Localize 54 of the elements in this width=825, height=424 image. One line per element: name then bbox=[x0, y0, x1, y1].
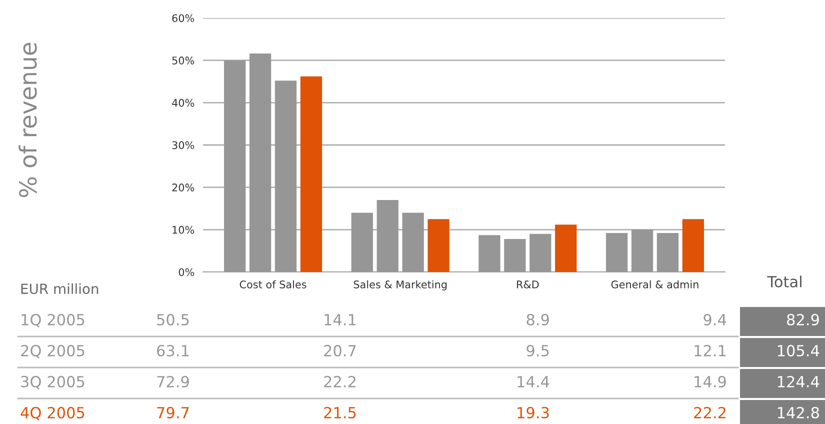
text: 9.5 bbox=[526, 344, 549, 356]
text: 105.4 bbox=[778, 344, 820, 356]
text: 63.1 bbox=[157, 344, 189, 356]
text: 4Q 2005 bbox=[20, 406, 84, 420]
text: 50.5 bbox=[157, 314, 189, 326]
text: 3Q 2005 bbox=[21, 376, 84, 390]
bar bbox=[402, 212, 424, 272]
text: 14.1 bbox=[324, 314, 356, 326]
text: 124.4 bbox=[778, 376, 820, 388]
x-tick-label: R&D bbox=[516, 280, 539, 288]
bar bbox=[224, 60, 246, 272]
y-tick-label: 0% bbox=[178, 268, 194, 276]
y-tick-label: 10% bbox=[172, 226, 194, 234]
text: 19.3 bbox=[518, 406, 549, 418]
bar bbox=[249, 54, 272, 272]
text: 2Q 2005 bbox=[21, 344, 84, 358]
bar bbox=[530, 234, 552, 272]
bar bbox=[504, 238, 526, 272]
text: Total bbox=[767, 276, 802, 288]
bar bbox=[555, 224, 577, 272]
bar bbox=[274, 80, 297, 272]
text: 14.4 bbox=[518, 376, 550, 388]
bar bbox=[631, 230, 654, 272]
bar bbox=[606, 233, 628, 272]
text: 22.2 bbox=[324, 376, 356, 388]
bar bbox=[300, 76, 322, 272]
bar bbox=[376, 200, 398, 272]
y-tick-label: 30% bbox=[172, 141, 194, 150]
bar bbox=[351, 212, 373, 272]
text: 20.7 bbox=[324, 344, 356, 356]
text: EUR million bbox=[21, 283, 98, 294]
text: 142.8 bbox=[778, 406, 819, 418]
x-tick-label: General & admin bbox=[611, 280, 698, 288]
bar bbox=[656, 233, 679, 272]
text: 79.7 bbox=[157, 406, 189, 418]
text: 72.9 bbox=[157, 376, 189, 388]
bar bbox=[428, 219, 450, 272]
text: 14.9 bbox=[694, 376, 726, 388]
text: 21.5 bbox=[324, 406, 356, 418]
text: 9.4 bbox=[704, 314, 726, 326]
text: 82.9 bbox=[787, 314, 819, 326]
text: 22.2 bbox=[694, 406, 726, 418]
x-tick-label: Cost of Sales bbox=[240, 280, 306, 288]
bar bbox=[682, 219, 704, 272]
text: 1Q 2005 bbox=[22, 314, 84, 328]
y-tick-label: 50% bbox=[172, 56, 194, 64]
text: % of revenue bbox=[18, 42, 37, 198]
x-tick-label: Sales & Marketing bbox=[354, 280, 447, 290]
y-tick-label: 20% bbox=[172, 184, 194, 192]
y-tick-label: 40% bbox=[172, 98, 194, 107]
y-tick-label: 60% bbox=[172, 14, 194, 22]
bar bbox=[478, 235, 500, 272]
text: 12.1 bbox=[694, 344, 726, 356]
text: 8.9 bbox=[526, 314, 549, 326]
